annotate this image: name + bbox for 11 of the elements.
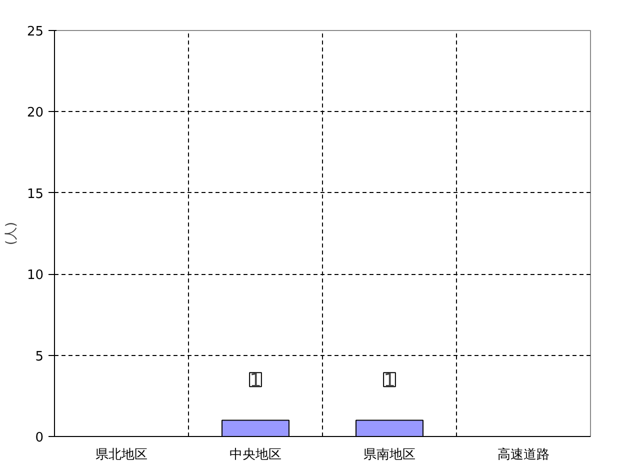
y-tick-label: 0 — [35, 430, 44, 446]
y-tick-label: 15 — [26, 186, 44, 202]
y-tick-label: 25 — [26, 24, 44, 40]
y-tick-label: 10 — [26, 268, 44, 284]
y-tick-label: 20 — [26, 106, 44, 121]
x-tick-label: 中央地区 — [230, 448, 282, 462]
x-tick-label: 県南地区 — [364, 448, 416, 462]
y-tick-label: 5 — [35, 349, 44, 364]
x-tick-label: 高速道路 — [498, 446, 550, 462]
y-axis-title: (人) — [4, 222, 19, 246]
x-tick-label: 県北地区 — [96, 448, 148, 462]
